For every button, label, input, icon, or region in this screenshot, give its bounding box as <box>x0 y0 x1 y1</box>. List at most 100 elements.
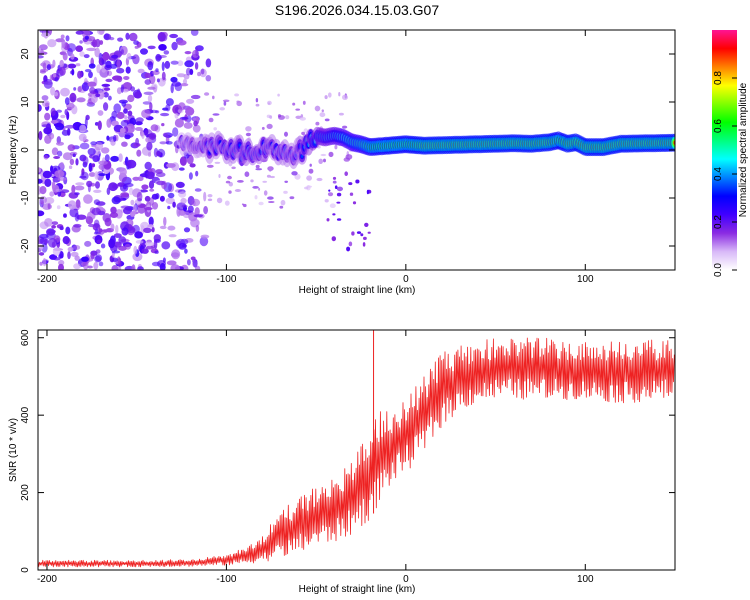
noise-blob <box>262 180 268 183</box>
noise-blob <box>94 171 99 180</box>
noise-blob <box>75 182 85 186</box>
noise-blob <box>110 206 117 214</box>
noise-blob <box>126 159 137 169</box>
noise-blob <box>54 77 59 82</box>
noise-blob <box>77 86 82 93</box>
noise-blob <box>161 71 166 81</box>
noise-blob <box>105 78 113 83</box>
ridge-cell <box>301 154 304 158</box>
noise-blob <box>75 45 83 52</box>
noise-blob <box>69 158 75 165</box>
noise-blob <box>165 98 174 106</box>
noise-blob <box>93 231 101 235</box>
spectrogram-x-tick-label: 0 <box>403 274 409 285</box>
noise-blob <box>108 182 118 192</box>
noise-blob <box>96 239 102 244</box>
snr-y-ticks: 0 200 400 600 <box>20 329 675 573</box>
noise-blob <box>144 72 151 79</box>
noise-blob <box>101 93 105 98</box>
noise-blob <box>213 127 217 131</box>
noise-blob <box>306 175 312 181</box>
noise-blob <box>159 263 166 270</box>
noise-blob <box>62 152 73 161</box>
noise-blob <box>331 236 336 242</box>
noise-blob <box>364 222 369 227</box>
noise-blob <box>123 207 132 215</box>
noise-blob <box>67 251 71 260</box>
noise-blob <box>252 186 259 189</box>
noise-blob <box>136 149 142 157</box>
noise-blob <box>76 97 86 103</box>
noise-blob <box>87 265 93 269</box>
noise-blob <box>163 50 170 55</box>
noise-blob <box>147 86 156 90</box>
noise-blob <box>49 191 55 197</box>
noise-blob <box>195 170 199 177</box>
noise-blob <box>127 94 135 103</box>
noise-blob <box>328 189 331 192</box>
noise-blob <box>329 203 336 208</box>
noise-blob <box>49 74 53 82</box>
noise-blob <box>102 51 110 61</box>
noise-blob <box>74 185 85 191</box>
noise-blob <box>167 225 176 231</box>
noise-blob <box>115 224 119 234</box>
noise-blob <box>53 122 63 127</box>
noise-blob <box>113 103 121 113</box>
noise-blob <box>141 131 145 139</box>
noise-blob <box>155 110 160 114</box>
noise-blob <box>105 60 112 69</box>
noise-blob <box>130 199 135 206</box>
noise-blob <box>332 180 337 184</box>
noise-blob <box>79 51 85 57</box>
noise-blob <box>319 112 326 118</box>
noise-blob <box>176 39 187 46</box>
noise-blob <box>52 247 61 256</box>
noise-blob <box>141 184 149 190</box>
noise-blob <box>225 180 231 184</box>
noise-blob <box>72 153 76 157</box>
noise-blob <box>320 153 327 157</box>
noise-blob <box>151 202 159 210</box>
noise-blob <box>142 101 152 105</box>
noise-blob <box>74 212 80 222</box>
noise-blob <box>134 127 143 131</box>
noise-blob <box>171 41 178 51</box>
spectrogram-y-tick-label: 20 <box>20 48 31 60</box>
colorbar: 0.0 0.2 0.4 0.6 0.8 Normalized spectral ampl… <box>712 30 749 277</box>
noise-blob <box>79 40 83 44</box>
noise-blob <box>124 115 128 120</box>
noise-blob <box>39 70 47 74</box>
noise-blob <box>162 132 168 137</box>
noise-blob <box>162 257 166 264</box>
noise-blob <box>178 191 187 198</box>
noise-blob <box>334 185 338 189</box>
noise-blob <box>171 249 181 260</box>
noise-blob <box>57 177 67 181</box>
noise-blob <box>309 163 312 167</box>
noise-blob <box>84 69 92 73</box>
noise-blob <box>93 219 100 229</box>
noise-blob <box>192 117 197 122</box>
noise-blob <box>182 78 188 85</box>
noise-blob <box>140 225 145 235</box>
noise-blob <box>67 200 77 210</box>
noise-blob <box>108 238 115 249</box>
noise-blob <box>39 233 49 239</box>
noise-blob <box>186 98 195 104</box>
noise-blob <box>50 119 59 124</box>
noise-blob <box>255 164 260 169</box>
noise-blob <box>141 248 149 254</box>
noise-blob <box>159 195 165 202</box>
noise-blob <box>258 201 264 206</box>
noise-blob <box>366 189 369 195</box>
noise-blob <box>88 71 93 79</box>
noise-blob <box>216 197 223 204</box>
noise-blob <box>192 259 198 268</box>
noise-blob <box>179 156 187 166</box>
noise-blob <box>46 64 52 71</box>
snr-y-tick-label: 400 <box>20 406 31 423</box>
noise-blob <box>73 223 82 228</box>
noise-blob <box>44 197 55 205</box>
noise-blob <box>83 194 93 204</box>
